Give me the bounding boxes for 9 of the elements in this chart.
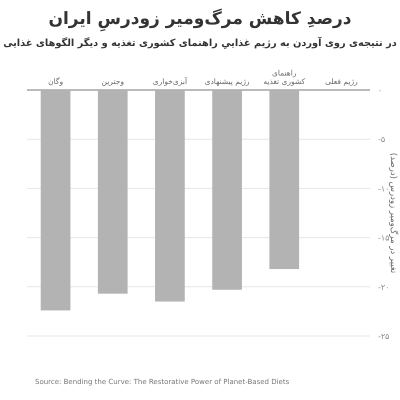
y-tick-label: -۲۵	[378, 332, 390, 341]
y-tick-label: ۰	[378, 86, 382, 95]
y-tick-label: -۱۰	[378, 184, 390, 194]
y-axis-title: تغییر در مرگ‌ومیر زودرس (درصد)	[388, 152, 399, 274]
y-tick-label: -۵	[378, 135, 386, 144]
chart-subtitle: در نتیجه‌ی روی آوردن به رژیم غذاییِ راهنمای کشوری تغذیه و دیگر الگوهای غذایی	[3, 36, 397, 50]
y-tick-label: -۱۵	[378, 234, 390, 243]
y-tick-label: -۲۰	[378, 282, 390, 292]
chart-title: درصدِ کاهش مرگ‌ومیر زودرسِ ایران	[48, 8, 352, 32]
